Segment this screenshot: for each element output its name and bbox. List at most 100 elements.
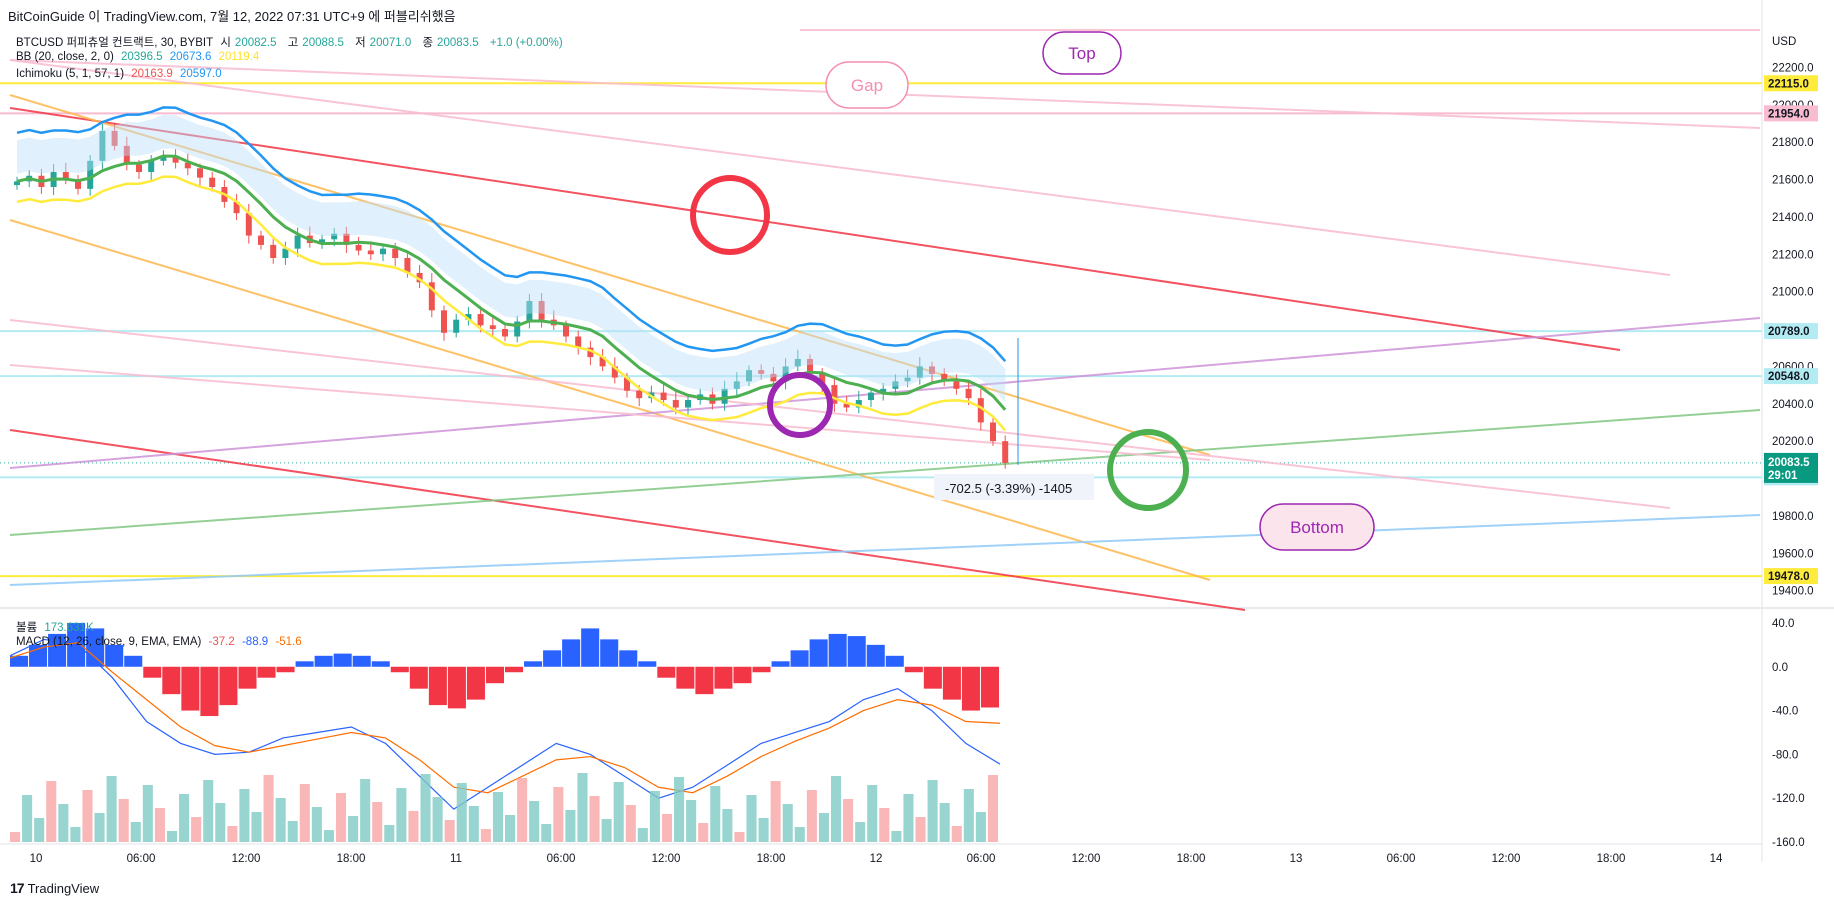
candle-body [868,392,874,401]
time-tick-label: 12:00 [1072,853,1101,865]
macd-histogram-bar [847,636,866,667]
candle-body [721,388,728,404]
bb-upper-line [16,106,1007,363]
macd-histogram-bar [505,666,524,673]
volume-bar [903,794,914,842]
macd-histogram-bar [638,661,657,667]
candle-body [148,160,155,173]
tradingview-logo-icon: 17 [10,880,25,896]
symbol-name[interactable]: BTCUSD 퍼피츄얼 컨트랙트, 30, BYBIT [16,37,214,49]
candle-body [733,381,740,389]
time-tick-label: 06:00 [967,853,996,865]
candle-body [575,336,582,348]
price-tick-label: 21800.0 [1772,137,1814,149]
volume-bar [746,795,757,842]
volume-bar [203,780,214,842]
volume-bar [649,791,660,842]
volume-bar [227,826,238,842]
volume-bar [565,810,576,842]
trend-line [9,319,1671,509]
macd-histogram-bar [219,666,238,706]
macd-legend[interactable]: MACD (12, 26, close, 9, EMA, EMA) -37.2 … [16,636,302,648]
volume-bar [468,806,479,842]
volume-bar [251,812,262,842]
macd-histogram-bar [695,666,714,695]
macd-histogram-bar [352,655,371,667]
volume-bar [323,830,334,842]
volume-bar [625,805,636,842]
volume-bar [601,819,612,842]
currency-label: USD [1772,36,1796,48]
price-tick-label: 20200.0 [1772,436,1814,448]
volume-bar [191,817,202,842]
volume-bar [975,812,986,842]
volume-bar [843,799,854,842]
price-tag-label: 19478.0 [1768,571,1810,583]
volume-bar [734,832,745,842]
volume-bar [589,796,600,842]
candle-body [904,377,911,382]
candle-body [282,248,289,258]
trend-line [9,514,1761,586]
time-tick-label: 18:00 [1597,853,1626,865]
price-tick-label: 19800.0 [1772,511,1814,523]
volume-bar [142,785,153,842]
price-tick-label: 21400.0 [1772,212,1814,224]
candle-body [489,325,496,330]
macd-histogram-bar [543,650,562,667]
macd-histogram-bar [333,653,352,667]
countdown-label: 29:01 [1768,470,1798,482]
volume-bar [94,813,105,842]
price-tag-label: 20789.0 [1768,326,1810,338]
macd-signal-line [9,642,1001,794]
price-tick-label: 21200.0 [1772,249,1814,261]
time-tick-label: 12 [870,853,883,865]
footer-brand[interactable]: TradingView [27,880,100,896]
candle-body [62,172,69,180]
macd-histogram-bar [828,633,847,667]
candle-body [136,164,142,173]
trend-line [9,107,1621,351]
gap-callout-bubble [825,61,909,109]
candle-body [660,392,667,401]
candle-body [331,233,338,240]
macd-histogram-bar [390,666,409,673]
trend-line [9,219,1211,581]
candle-body [465,314,472,320]
volume-bar [577,773,588,842]
candle-body [807,358,813,374]
macd-histogram-bar [923,666,942,689]
macd-histogram-bar [657,666,676,678]
macd-histogram-bar [524,661,543,667]
candle-body [819,373,826,386]
candle-body [770,373,777,382]
trend-line [9,59,1671,276]
macd-histogram-bar [29,644,48,667]
price-tag [1764,568,1818,585]
volume-bar [637,828,648,842]
volume-bar [130,822,141,842]
macd-histogram-bar [105,644,124,667]
volume-bar [541,824,552,842]
candle-body [233,201,240,214]
candle-body [343,233,350,245]
price-tag [1764,75,1818,92]
volume-bar [372,802,383,842]
candle-body [1002,441,1009,463]
candle-body [319,239,325,244]
volume-bar [927,780,938,842]
bb-legend[interactable]: BB (20, close, 2, 0) 20396.5 20673.6 201… [16,51,260,63]
volume-bar [420,774,431,842]
footer: 17 TradingView [10,880,99,896]
candle-body [953,381,960,389]
ichimoku-legend[interactable]: Ichimoku (5, 1, 57, 1) 20163.9 20597.0 [16,68,222,80]
volume-bar [915,817,926,842]
candle-body [416,272,423,283]
candle-body [782,366,789,382]
volume-bar [311,807,322,842]
volume-bar [166,831,178,842]
macd-histogram-bar [980,666,999,708]
volume-legend[interactable]: 볼륨 173.631K [16,622,94,634]
macd-histogram-bar [790,650,809,667]
